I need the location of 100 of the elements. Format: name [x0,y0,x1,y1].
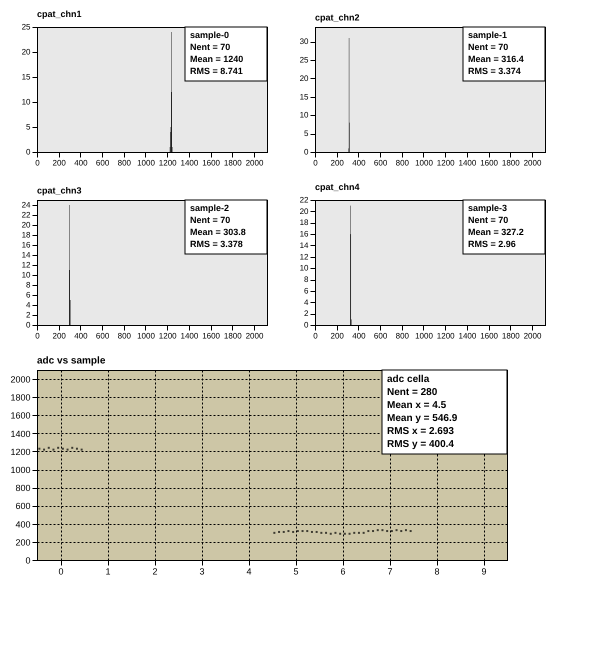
x-tick-label: 2000 [524,158,542,168]
y-tick-label: 1600 [10,410,30,421]
y-tick-label: 20 [22,220,32,230]
y-tick-label: 25 [22,22,32,32]
y-tick-label: 1400 [10,428,30,439]
x-tick-label: 1000 [137,158,156,168]
x-tick-label: 600 [96,158,110,168]
x-tick-label: 1800 [224,332,242,340]
y-tick-label: 14 [22,250,32,260]
x-tick-label: 1800 [224,158,242,168]
x-tick-label: 1600 [480,158,499,168]
y-tick-label: 18 [300,218,310,228]
x-tick-label: 2000 [246,158,264,168]
annotation: Mean = 303.8 [190,227,246,237]
x-tick-label: 1800 [502,158,520,168]
x-tick-label: 0 [58,566,64,576]
y-tick-label: 2 [26,310,32,320]
annotation: Nent = 70 [468,215,508,225]
x-tick-label: 1400 [180,332,199,340]
annotation: RMS = 8.741 [190,66,243,76]
annotation: RMS x = 2.693 [387,426,454,437]
x-tick-label: 2000 [524,332,542,340]
annotation: RMS = 2.96 [468,239,516,249]
x-tick-label: 600 [96,332,110,340]
annotation: sample-3 [468,203,508,213]
annotation: sample-0 [190,30,230,40]
x-tick-label: 200 [52,158,66,168]
x-tick-label: 400 [74,158,88,168]
annotation: Nent = 70 [190,215,230,225]
x-tick-label: 400 [352,158,366,168]
y-tick-label: 4 [304,298,310,307]
y-tick-label: 0 [304,320,310,330]
x-tick-label: 5 [293,566,299,576]
x-tick-label: 1000 [415,332,434,340]
y-tick-label: 200 [15,537,30,548]
y-tick-label: 15 [300,92,310,102]
y-tick-label: 400 [15,519,30,530]
x-tick-label: 2 [152,566,158,576]
y-tick-label: 1000 [10,465,30,476]
x-tick-label: 8 [434,566,440,576]
y-tick-label: 6 [304,286,310,296]
y-tick-label: 5 [26,122,32,132]
annotation: Mean y = 546.9 [387,413,458,424]
annotation: Mean x = 4.5 [387,400,447,411]
y-tick-label: 10 [300,110,310,120]
annotation: Mean = 327.2 [468,227,524,237]
x-tick-label: 200 [330,158,344,168]
y-tick-label: 15 [22,72,32,82]
y-tick-label: 800 [15,483,30,494]
y-tick-label: 24 [22,200,32,210]
x-tick-label: 600 [374,158,388,168]
x-tick-label: 600 [374,332,388,340]
y-tick-label: 20 [300,74,310,83]
y-tick-label: 8 [26,280,32,290]
x-tick-label: 1800 [502,332,520,340]
x-tick-label: 200 [330,332,344,340]
x-tick-label: 9 [481,566,487,576]
y-tick-label: 12 [22,260,32,270]
chart-title: cpat_chn3 [37,186,82,196]
y-tick-label: 10 [22,270,32,280]
x-tick-label: 0 [313,158,318,168]
y-tick-label: 20 [22,48,32,56]
y-tick-label: 10 [300,264,310,273]
y-tick-label: 0 [26,148,32,156]
y-tick-label: 1200 [10,446,30,457]
chart-title: adc vs sample [37,356,106,366]
x-tick-label: 1 [105,566,111,576]
x-tick-label: 800 [396,332,410,340]
x-tick-label: 400 [352,332,366,340]
x-tick-label: 1400 [180,158,199,168]
x-tick-label: 0 [35,332,40,340]
annotation: RMS = 3.378 [190,239,243,249]
annotation: Nent = 70 [190,42,230,52]
annotation: sample-2 [190,203,230,213]
y-tick-label: 8 [304,275,310,284]
chart-title: cpat_chn1 [37,9,82,19]
x-tick-label: 0 [35,158,40,168]
y-tick-label: 10 [22,98,32,106]
x-tick-label: 1000 [137,332,156,340]
y-tick-label: 18 [22,230,32,240]
x-tick-label: 1400 [458,158,477,168]
y-tick-label: 1800 [10,392,30,403]
chart-title: cpat_chn2 [315,12,360,22]
annotation: Mean = 1240 [190,54,244,64]
y-tick-label: 0 [26,320,32,330]
y-tick-label: 4 [26,300,32,310]
x-tick-label: 800 [118,332,132,340]
x-tick-label: 7 [387,566,393,576]
x-tick-label: 1600 [202,332,221,340]
annotation: Mean = 316.4 [468,54,524,64]
x-tick-label: 1600 [202,158,221,168]
x-tick-label: 3 [199,566,205,576]
x-tick-label: 1000 [415,158,434,168]
x-tick-label: 1200 [436,332,456,340]
x-tick-label: 1400 [458,332,477,340]
y-tick-label: 25 [300,56,310,65]
y-tick-label: 22 [300,196,310,204]
x-tick-label: 2000 [246,332,264,340]
y-tick-label: 2000 [10,374,30,385]
y-tick-label: 0 [25,556,30,566]
